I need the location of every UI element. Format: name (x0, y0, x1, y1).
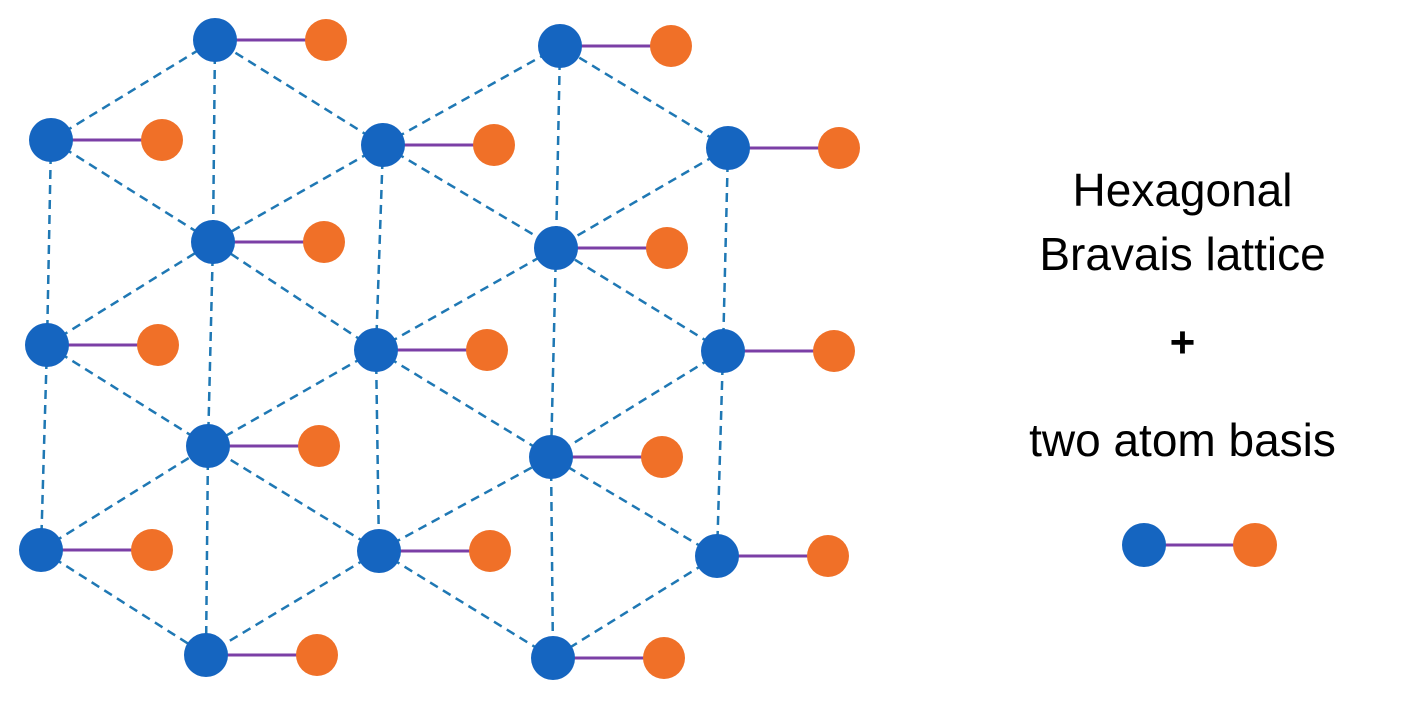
lattice-line (374, 144, 385, 351)
lattice-line (375, 348, 552, 459)
lattice-line (214, 38, 384, 147)
orange-basis-atom (298, 425, 340, 467)
lattice-line (39, 344, 49, 551)
orange-basis-atom (305, 19, 347, 61)
lattice-line (559, 44, 729, 150)
lattice-line (204, 445, 210, 656)
orange-basis-atom (296, 634, 338, 676)
diagram-title: Hexagonal Bravais lattice (960, 158, 1405, 286)
lattice-line (375, 246, 557, 352)
blue-lattice-atom (695, 534, 739, 578)
blue-lattice-atom (529, 435, 573, 479)
blue-lattice-atom (701, 329, 745, 373)
lattice-line (378, 549, 554, 660)
blue-lattice-atom (186, 424, 230, 468)
lattice-line (715, 350, 725, 557)
blue-lattice-atom (531, 636, 575, 680)
lattice-line (212, 143, 384, 244)
orange-basis-atom (650, 25, 692, 67)
orange-basis-atom (303, 221, 345, 263)
lattice-line (721, 147, 730, 352)
lattice-line (549, 247, 558, 458)
orange-basis-atom (137, 324, 179, 366)
title-line-1: Hexagonal (1072, 164, 1293, 216)
orange-basis-atom (807, 535, 849, 577)
title-line-2: Bravais lattice (1039, 228, 1326, 280)
lattice-line (205, 549, 380, 657)
blue-lattice-atom (357, 529, 401, 573)
lattice-line (40, 548, 207, 657)
orange-basis-atom (813, 330, 855, 372)
lattice-line (207, 348, 377, 448)
orange-basis-atom (466, 329, 508, 371)
blue-lattice-atom (29, 118, 73, 162)
plus-sign: + (1169, 318, 1196, 367)
blue-lattice-atom (191, 220, 235, 264)
lattice-line (40, 444, 209, 552)
legend-blue-atom (1122, 523, 1166, 567)
lattice-line (549, 456, 555, 659)
orange-basis-atom (646, 227, 688, 269)
lattice-line (374, 349, 381, 552)
lattice-line (552, 554, 718, 660)
lattice-line (382, 143, 557, 250)
lattice-line (46, 240, 214, 347)
blue-lattice-atom (538, 24, 582, 68)
basis-label: two atom basis (1029, 414, 1336, 466)
lattice-line (50, 138, 214, 244)
lattice-line (212, 240, 377, 352)
lattice-line (207, 444, 380, 553)
lattice-line (554, 45, 562, 249)
orange-basis-atom (473, 124, 515, 166)
orange-basis-atom (641, 436, 683, 478)
blue-lattice-atom (19, 528, 63, 572)
blue-lattice-atom (534, 226, 578, 270)
lattice-dashed-lines (39, 38, 730, 660)
blue-lattice-atom (193, 18, 237, 62)
lattice-line (550, 349, 724, 459)
lattice-line (45, 139, 53, 346)
blue-lattice-atom (25, 323, 69, 367)
lattice-line (555, 246, 724, 353)
atoms (19, 18, 860, 680)
lattice-line (211, 39, 217, 243)
legend-orange-atom (1233, 523, 1277, 567)
lattice-line (550, 455, 718, 558)
orange-basis-atom (131, 529, 173, 571)
lattice-line (50, 38, 216, 142)
blue-lattice-atom (706, 126, 750, 170)
blue-lattice-atom (354, 328, 398, 372)
orange-basis-atom (818, 127, 860, 169)
lattice-line (382, 44, 561, 147)
blue-lattice-atom (184, 633, 228, 677)
orange-basis-atom (469, 530, 511, 572)
lattice-line (555, 146, 729, 250)
legend-two-atom-basis (1122, 523, 1277, 567)
orange-basis-atom (141, 119, 183, 161)
lattice-line (46, 343, 209, 448)
lattice-line (378, 455, 552, 553)
lattice-line (206, 241, 215, 447)
blue-lattice-atom (361, 123, 405, 167)
orange-basis-atom (643, 637, 685, 679)
